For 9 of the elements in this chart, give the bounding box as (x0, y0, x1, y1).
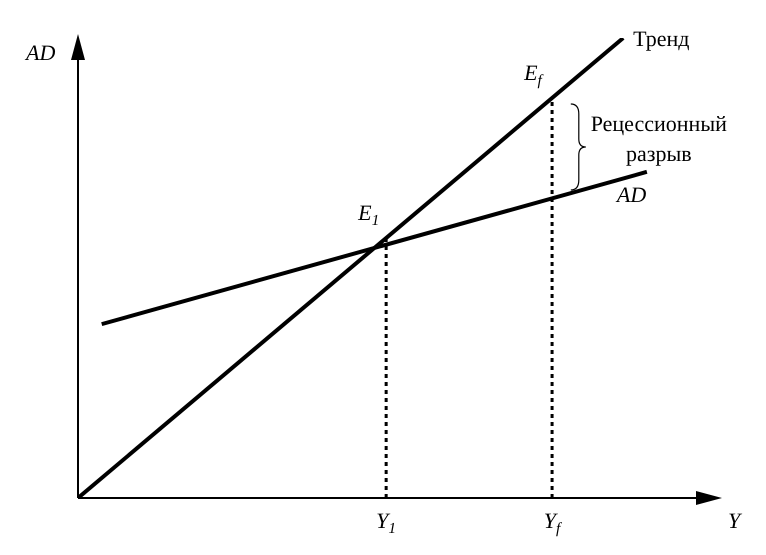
y-axis-title: AD (24, 40, 56, 65)
annotation: E$_{1}$ (357, 200, 380, 229)
x-axis-title: Y (728, 508, 743, 533)
annotation: E$_{f}$ (523, 60, 545, 88)
x-tick-label: Y$_{1}$ (376, 508, 396, 536)
annotation: Рецессионный разрыв (590, 111, 728, 166)
x-tick-label: Y$_{f}$ (544, 508, 564, 536)
series-label: AD (614, 182, 646, 207)
series-label: Тренд (633, 26, 690, 51)
